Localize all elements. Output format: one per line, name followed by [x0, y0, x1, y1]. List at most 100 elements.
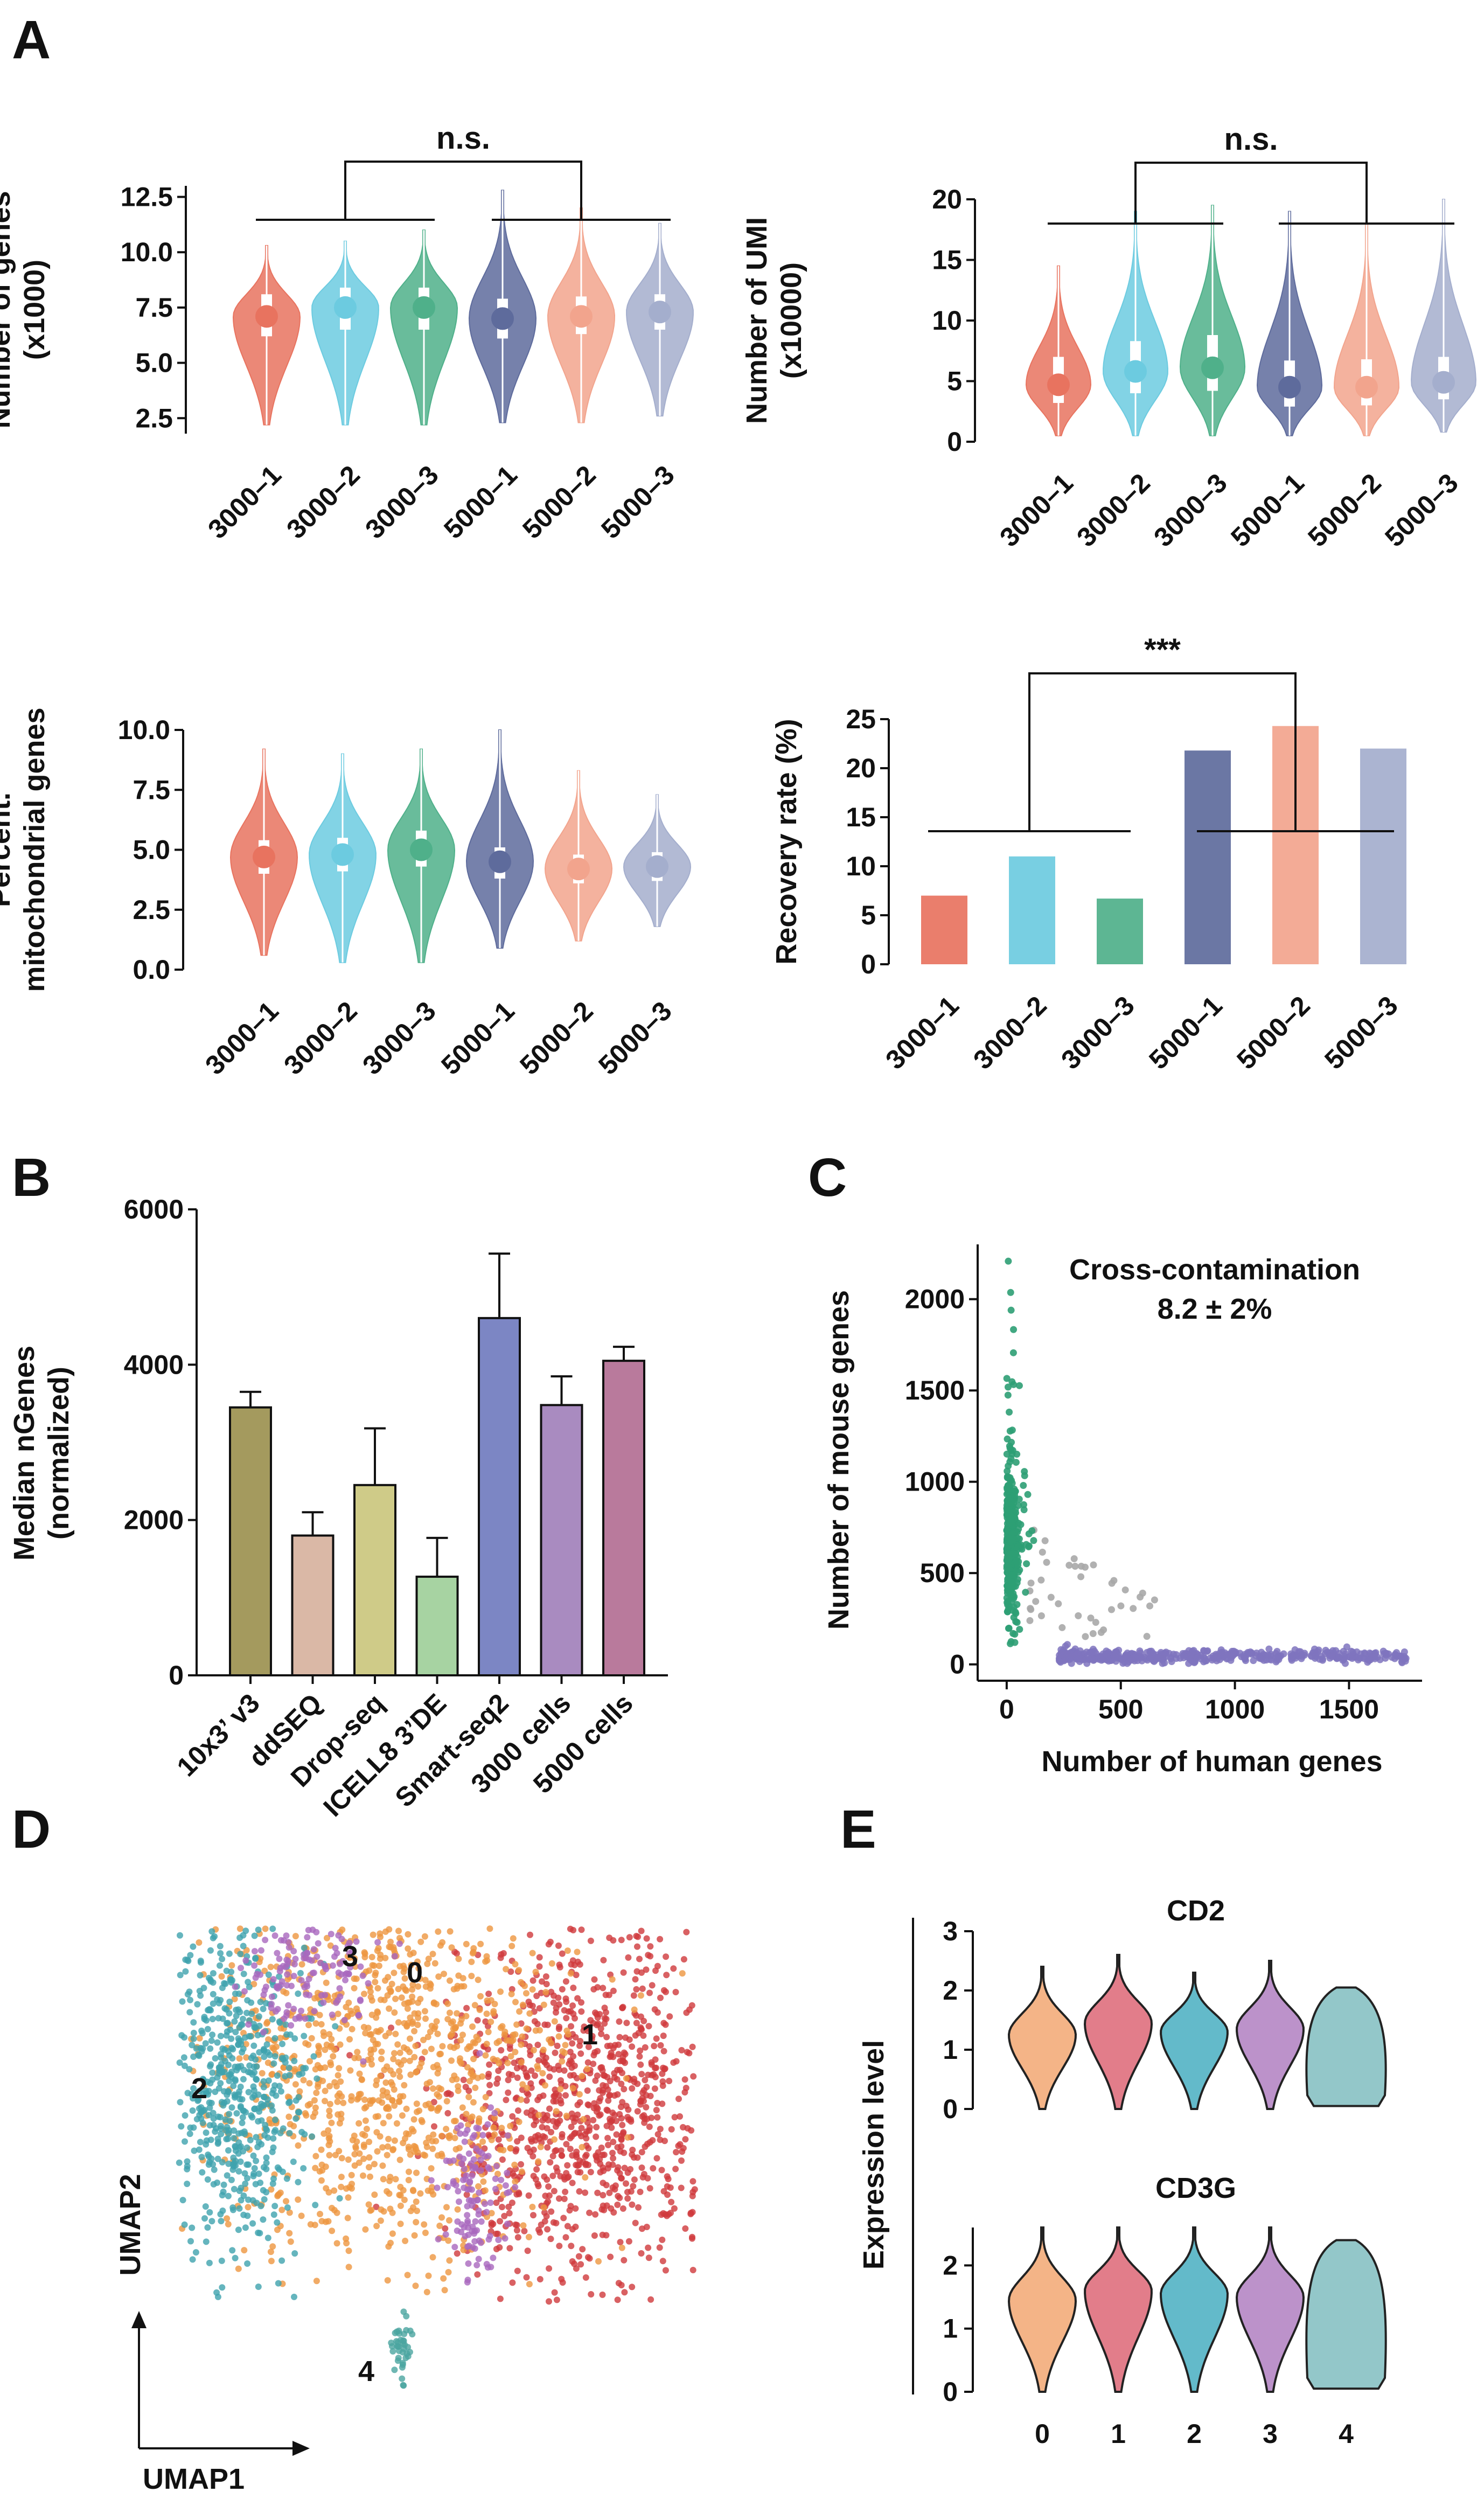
umap-point-cluster-0	[306, 2058, 313, 2065]
point-human	[1161, 1649, 1168, 1657]
umap-point-cluster-1	[591, 1976, 598, 1983]
umap-point-cluster-0	[404, 2005, 411, 2012]
umap-point-cluster-0	[405, 1999, 412, 2006]
umap-point-cluster-0	[507, 2145, 514, 2152]
umap-point-cluster-0	[312, 2164, 319, 2171]
y-tick-label: 1	[943, 2035, 958, 2065]
umap-point-cluster-1	[593, 2152, 600, 2159]
umap-point-cluster-3	[313, 1929, 320, 1936]
umap-point-cluster-3	[303, 1955, 310, 1961]
umap-point-cluster-3	[290, 2006, 297, 2013]
y-tick-label: 15	[932, 245, 962, 275]
umap-point-cluster-2	[225, 2147, 232, 2154]
umap-point-cluster-2	[296, 2071, 303, 2078]
umap-point-cluster-0	[231, 1995, 238, 2002]
umap-point-cluster-0	[355, 2055, 362, 2062]
umap-point-cluster-2	[255, 2229, 262, 2236]
umap-point-cluster-3	[490, 2254, 497, 2261]
umap-point-cluster-2	[179, 2197, 186, 2204]
umap-point-cluster-1	[622, 2059, 629, 2066]
umap-point-cluster-3	[283, 1957, 290, 1964]
umap-point-cluster-1	[562, 2234, 569, 2241]
umap-point-cluster-0	[354, 2049, 361, 2056]
umap-point-cluster-1	[541, 2059, 548, 2066]
umap-point-cluster-3	[323, 1966, 330, 1973]
umap-point-cluster-2	[265, 2077, 272, 2084]
umap-point-cluster-1	[680, 2124, 686, 2131]
umap-point-cluster-0	[319, 2077, 326, 2084]
umap-point-cluster-0	[360, 2172, 366, 2179]
umap-point-cluster-2	[204, 2025, 211, 2032]
umap-point-cluster-3	[491, 2110, 498, 2117]
umap-point-cluster-1	[512, 2148, 519, 2155]
umap-point-cluster-1	[631, 2076, 638, 2083]
umap-point-cluster-0	[391, 2050, 398, 2057]
umap-point-cluster-1	[643, 2104, 650, 2111]
umap-point-cluster-1	[486, 2061, 493, 2068]
y-axis-title: Number of mouse genes	[823, 1290, 855, 1630]
umap-point-cluster-1	[618, 2175, 625, 2182]
umap-point-cluster-3	[298, 2007, 304, 2014]
umap-point-cluster-0	[411, 2232, 418, 2239]
point-mixed	[1090, 1561, 1097, 1569]
umap-point-cluster-0	[328, 2036, 335, 2043]
umap-point-cluster-1	[551, 2188, 558, 2195]
umap-point-cluster-0	[413, 2219, 420, 2226]
umap-point-cluster-0	[322, 2098, 328, 2105]
median-dot	[1047, 373, 1070, 396]
umap-point-cluster-2	[248, 2112, 255, 2119]
umap-point-cluster-0	[557, 2086, 564, 2092]
umap-point-cluster-2	[263, 2154, 270, 2161]
umap-point-cluster-1	[645, 2254, 652, 2261]
umap-point-cluster-1	[649, 1982, 656, 1989]
point-human	[1197, 1655, 1204, 1663]
umap-point-cluster-3	[504, 2132, 511, 2139]
umap-point-cluster-3	[504, 2220, 511, 2227]
umap-point-cluster-2	[211, 1933, 218, 1940]
umap-point-cluster-1	[584, 2087, 591, 2094]
umap-point-cluster-1	[593, 2104, 600, 2111]
umap-point-cluster-1	[596, 2087, 603, 2094]
umap-point-cluster-4	[395, 2327, 402, 2334]
y-tick-label: 4000	[124, 1349, 184, 1380]
point-mouse	[1010, 1604, 1018, 1611]
umap-point-cluster-2	[250, 2087, 257, 2094]
umap-point-cluster-1	[681, 2076, 688, 2083]
umap-point-cluster-1	[546, 2298, 552, 2305]
umap-point-cluster-2	[220, 2188, 227, 2195]
umap-point-cluster-1	[501, 2212, 508, 2219]
umap-point-cluster-2	[223, 2127, 230, 2134]
umap-point-cluster-2	[195, 2051, 202, 2058]
umap-point-cluster-2	[218, 2068, 225, 2075]
point-human	[1357, 1654, 1364, 1662]
umap-point-cluster-0	[320, 2029, 327, 2036]
umap-point-cluster-2	[210, 1970, 217, 1977]
umap-point-cluster-1	[514, 2234, 521, 2241]
y-tick-label: 3	[943, 1916, 958, 1946]
umap-point-cluster-0	[429, 2145, 436, 2152]
umap-point-cluster-0	[447, 1977, 453, 1984]
umap-point-cluster-1	[488, 2222, 495, 2229]
umap-point-cluster-2	[225, 2160, 232, 2167]
umap-point-cluster-0	[236, 1925, 243, 1932]
umap-point-cluster-0	[353, 2005, 360, 2012]
umap-point-cluster-0	[479, 2138, 486, 2145]
point-mouse	[1005, 1482, 1013, 1489]
umap-point-cluster-1	[548, 2129, 554, 2135]
umap-point-cluster-0	[336, 2148, 343, 2155]
umap-point-cluster-1	[575, 2162, 582, 2168]
umap-point-cluster-1	[662, 2021, 669, 2028]
umap-point-cluster-0	[476, 2007, 483, 2013]
umap-point-cluster-0	[268, 2258, 275, 2265]
umap-point-cluster-2	[176, 2059, 183, 2066]
umap-point-cluster-2	[282, 2073, 289, 2080]
point-human	[1137, 1649, 1144, 1657]
umap-point-cluster-1	[577, 2038, 584, 2044]
umap-point-cluster-0	[483, 2010, 490, 2017]
umap-point-cluster-0	[311, 1995, 318, 2002]
umap-point-cluster-1	[572, 2205, 579, 2212]
umap-point-cluster-4	[399, 2375, 406, 2382]
umap-point-cluster-3	[328, 1931, 335, 1938]
point-mouse	[1007, 1638, 1015, 1645]
umap-point-cluster-1	[624, 2195, 631, 2202]
